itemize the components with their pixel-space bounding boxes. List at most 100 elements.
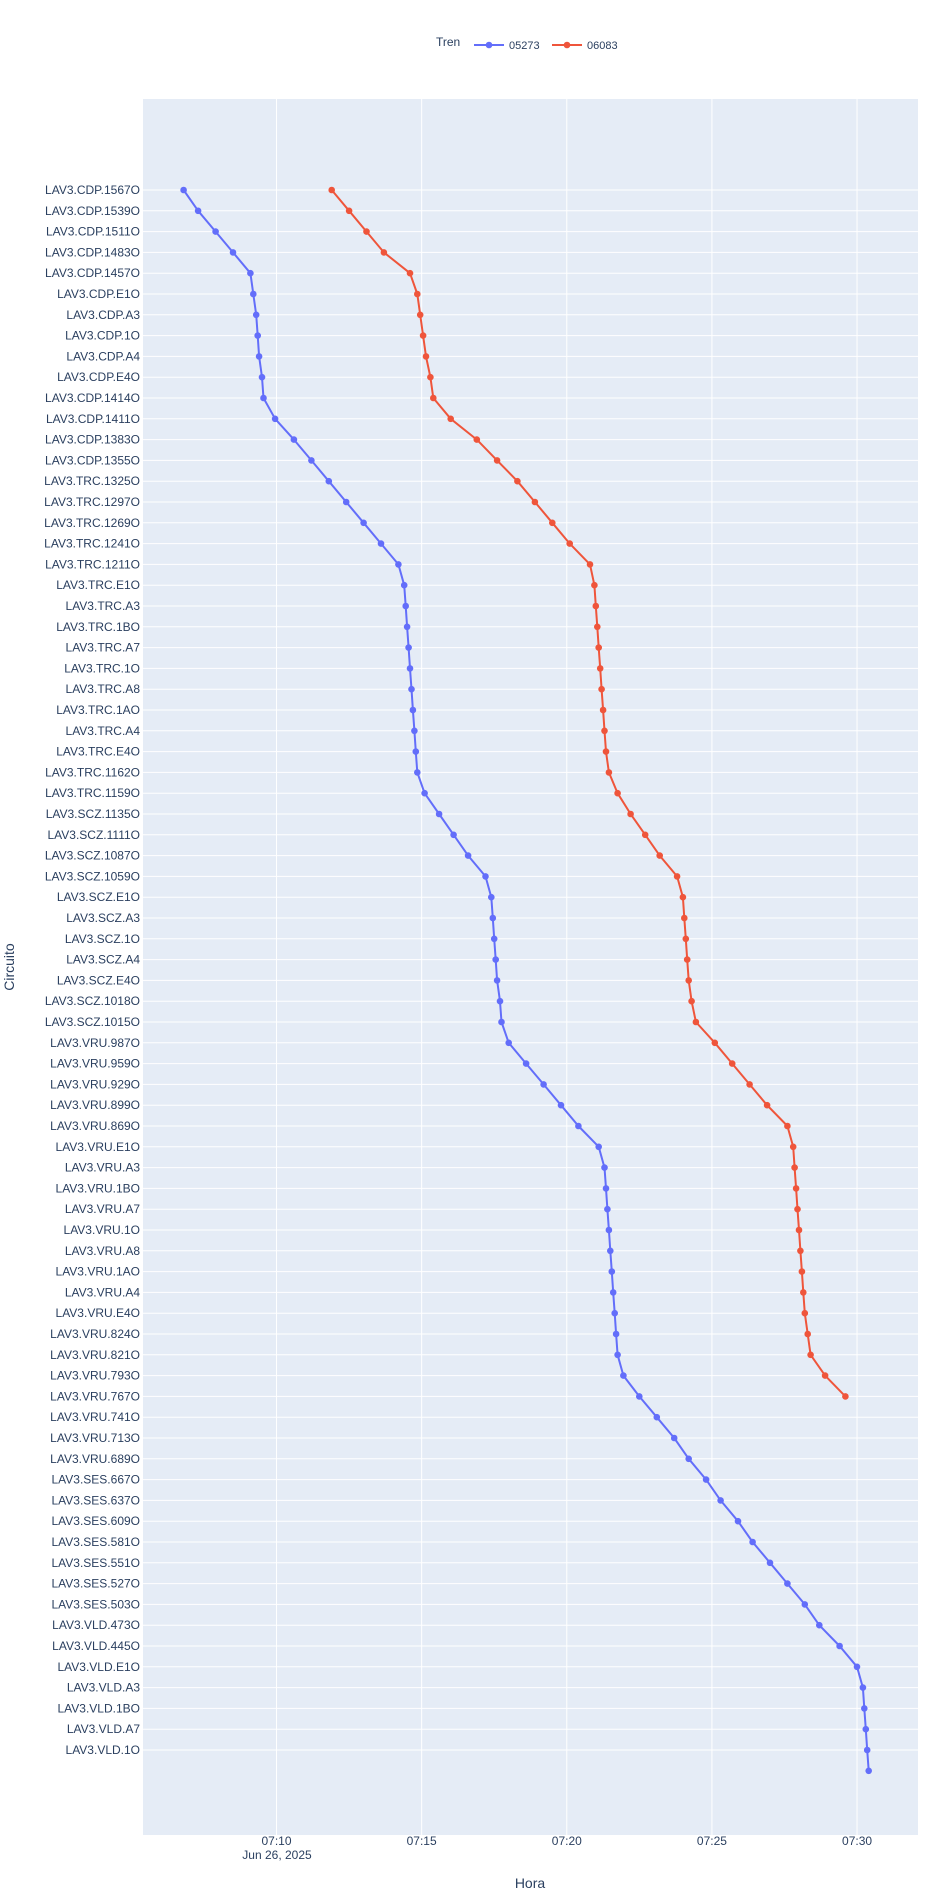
data-point xyxy=(260,394,267,402)
data-point xyxy=(254,332,261,339)
data-point xyxy=(670,1434,678,1442)
series-layer xyxy=(180,186,872,1775)
data-point xyxy=(258,373,266,381)
y-tick-label: LAV3.VRU.824O xyxy=(50,1327,140,1341)
x-tick-label: 07:30 xyxy=(842,1834,872,1848)
data-point xyxy=(842,1393,849,1400)
data-point xyxy=(464,852,472,859)
series-06083 xyxy=(328,186,849,1400)
data-point xyxy=(612,1330,620,1338)
y-tick-label: LAV3.VRU.899O xyxy=(50,1098,140,1112)
data-point xyxy=(604,1205,611,1213)
data-point xyxy=(408,685,415,693)
y-tick-label: LAV3.SCZ.1018O xyxy=(45,994,140,1008)
data-point xyxy=(800,1289,807,1296)
y-tick-label: LAV3.TRC.1297O xyxy=(44,495,140,509)
data-point xyxy=(271,415,279,423)
data-point xyxy=(683,956,691,963)
y-tick-label: LAV3.CDP.E4O xyxy=(57,370,140,384)
data-point xyxy=(403,623,411,631)
grid-lines xyxy=(143,99,918,1835)
data-point xyxy=(406,269,414,277)
x-tick-label: 07:20 xyxy=(552,1834,582,1848)
data-point xyxy=(566,540,573,547)
data-point xyxy=(416,311,424,319)
y-tick-label: LAV3.VRU.1BO xyxy=(56,1181,140,1195)
y-tick-label: LAV3.VLD.1O xyxy=(66,1743,140,1757)
data-point xyxy=(489,914,497,922)
y-tick-label: LAV3.CDP.1567O xyxy=(45,183,140,197)
legend-title: Tren xyxy=(436,35,460,49)
y-tick-label: LAV3.SES.581O xyxy=(52,1535,141,1549)
data-point xyxy=(447,415,455,423)
data-point xyxy=(255,353,263,360)
y-tick-label: LAV3.VRU.793O xyxy=(50,1369,140,1383)
data-point xyxy=(591,581,598,589)
data-point xyxy=(405,644,412,651)
data-point xyxy=(411,727,418,735)
data-point xyxy=(599,706,607,714)
legend: Tren 05273 06083 xyxy=(436,35,618,52)
y-tick-label: LAV3.CDP.1383O xyxy=(45,433,140,447)
y-axis-title: Circuito xyxy=(1,943,17,991)
y-tick-label: LAV3.TRC.A4 xyxy=(66,724,141,738)
data-point xyxy=(728,1060,736,1067)
data-point xyxy=(821,1372,829,1379)
data-point xyxy=(395,561,402,568)
data-point xyxy=(608,1268,616,1275)
data-point xyxy=(641,831,649,839)
data-point xyxy=(717,1497,724,1504)
data-point xyxy=(250,290,257,298)
y-tick-label: LAV3.VRU.767O xyxy=(50,1389,140,1403)
data-point xyxy=(861,1705,868,1712)
data-point xyxy=(862,1725,870,1733)
y-tick-label: LAV3.VLD.A3 xyxy=(67,1681,140,1695)
legend-marker-06083 xyxy=(563,41,571,49)
data-point xyxy=(692,1018,700,1026)
y-tick-label: LAV3.SES.527O xyxy=(52,1577,141,1591)
y-tick-label: LAV3.CDP.1355O xyxy=(45,453,140,467)
data-point xyxy=(482,873,489,880)
data-point xyxy=(490,935,498,943)
data-point xyxy=(685,977,692,984)
data-point xyxy=(421,789,428,797)
x-tick-label: 07:15 xyxy=(407,1834,437,1848)
data-point xyxy=(791,1164,798,1171)
data-point xyxy=(711,1039,719,1047)
legend-label-05273: 05273 xyxy=(509,40,540,52)
data-point xyxy=(656,852,663,859)
y-tick-label: LAV3.VRU.689O xyxy=(50,1452,140,1466)
data-point xyxy=(789,1143,797,1151)
data-point xyxy=(863,1746,871,1754)
data-point xyxy=(807,1351,814,1359)
x-axis-date-label: Jun 26, 2025 xyxy=(242,1848,312,1862)
y-tick-label: LAV3.VLD.473O xyxy=(52,1618,140,1632)
data-point xyxy=(522,1060,530,1067)
data-point xyxy=(531,498,539,506)
y-tick-label: LAV3.SCZ.A3 xyxy=(66,911,140,925)
y-tick-label: LAV3.TRC.E4O xyxy=(56,745,140,759)
data-point xyxy=(763,1101,771,1109)
data-point xyxy=(804,1330,811,1338)
data-point xyxy=(419,332,427,339)
data-point xyxy=(180,186,187,194)
data-point xyxy=(673,873,681,880)
data-point xyxy=(609,1289,617,1296)
y-tick-label: LAV3.CDP.1411O xyxy=(46,412,140,426)
data-point xyxy=(586,561,594,568)
series-05273 xyxy=(180,186,872,1775)
data-point xyxy=(493,977,501,984)
data-point xyxy=(766,1559,774,1567)
data-point xyxy=(435,810,443,818)
data-point xyxy=(360,519,367,527)
data-point xyxy=(653,1413,661,1421)
data-point xyxy=(406,665,414,672)
y-tick-label: LAV3.TRC.A8 xyxy=(66,682,141,696)
y-tick-label: LAV3.TRC.1325O xyxy=(44,474,140,488)
y-tick-label: LAV3.TRC.E1O xyxy=(56,578,140,592)
data-point xyxy=(734,1517,742,1525)
y-tick-label: LAV3.TRC.A3 xyxy=(66,599,141,613)
data-point xyxy=(685,1455,692,1463)
data-point xyxy=(607,1247,614,1255)
y-tick-label: LAV3.VRU.713O xyxy=(50,1431,140,1445)
